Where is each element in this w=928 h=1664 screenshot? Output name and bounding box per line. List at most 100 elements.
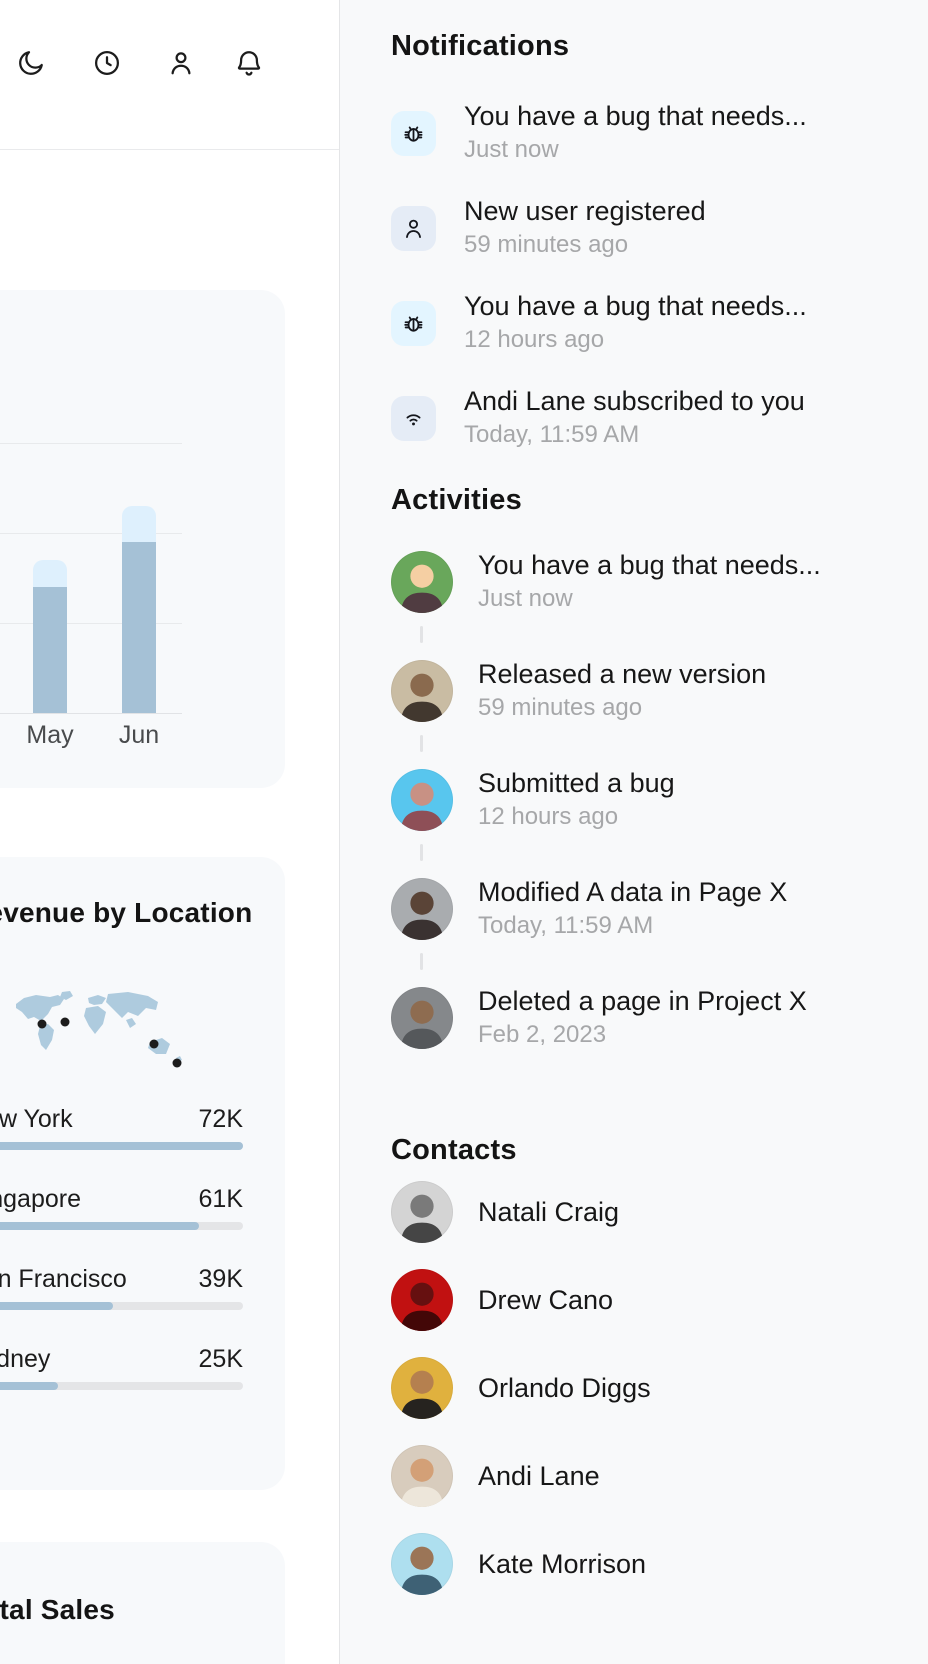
top-header [0, 0, 339, 150]
contact-name: Drew Cano [478, 1284, 614, 1315]
contact-name: Orlando Diggs [478, 1372, 651, 1403]
history-button[interactable] [92, 48, 122, 78]
avatar [391, 551, 453, 613]
gridline [0, 623, 182, 624]
contact-name: Natali Craig [478, 1196, 620, 1227]
location-name: Singapore [0, 1185, 81, 1213]
contacts-heading: Contacts [391, 1134, 517, 1166]
total-sales-card: Total Sales [0, 1542, 285, 1664]
notification-time: 12 hours ago [464, 326, 605, 353]
location-name: Sydney [0, 1345, 51, 1373]
bell-icon [237, 51, 261, 76]
activity-time: Today, 11:59 AM [478, 912, 654, 939]
activity-title: You have a bug that needs... [478, 550, 821, 580]
activity-time: Feb 2, 2023 [478, 1021, 607, 1048]
activity-time: Just now [478, 585, 573, 612]
notification-title: Andi Lane subscribed to you [464, 386, 805, 416]
notification-item[interactable]: Andi Lane subscribed to you Today, 11:59… [391, 385, 904, 451]
notification-time: 59 minutes ago [464, 231, 629, 258]
avatar [391, 987, 453, 1049]
revenue-by-location-card: Revenue by Location [0, 857, 285, 1490]
location-name: San Francisco [0, 1265, 127, 1293]
x-tick-jun: Jun [118, 721, 160, 749]
activity-title: Submitted a bug [478, 768, 675, 798]
theme-toggle-button[interactable] [16, 48, 46, 78]
bar-actual [122, 542, 156, 713]
x-axis-line [0, 713, 182, 714]
notifications-button[interactable] [234, 48, 264, 78]
x-tick-may: May [26, 721, 74, 749]
activity-item[interactable]: You have a bug that needs... Just now [391, 549, 904, 643]
contact-item[interactable]: Natali Craig [391, 1181, 904, 1243]
location-bar [0, 1142, 243, 1150]
activity-title: Deleted a page in Project X [478, 986, 807, 1016]
activity-item[interactable]: Modified A data in Page X Today, 11:59 A… [391, 876, 904, 970]
bar-may [33, 560, 67, 713]
notification-title: You have a bug that needs... [464, 291, 807, 321]
activities-heading: Activities [391, 484, 522, 516]
main-content: May Jun Revenue by Location [0, 0, 339, 1664]
bar-actual [33, 587, 67, 713]
location-bar [0, 1302, 243, 1310]
notification-title: New user registered [464, 196, 706, 226]
activity-title: Modified A data in Page X [478, 877, 788, 907]
map-dot-singapore [149, 1039, 159, 1049]
notification-time: Just now [464, 136, 559, 163]
location-bar [0, 1222, 243, 1230]
location-value: 72K [198, 1105, 243, 1133]
world-map [16, 991, 182, 1068]
bug-icon [391, 110, 436, 156]
notification-title: You have a bug that needs... [464, 101, 807, 131]
user-icon [171, 52, 191, 75]
location-value: 39K [198, 1265, 243, 1293]
user-icon [391, 205, 436, 251]
avatar [391, 1445, 453, 1507]
bug-icon [391, 300, 436, 346]
location-value: 25K [198, 1345, 243, 1373]
location-bar [0, 1382, 243, 1390]
profile-button[interactable] [166, 48, 196, 78]
contact-item[interactable]: Orlando Diggs [391, 1357, 904, 1419]
location-name: New York [0, 1105, 73, 1133]
avatar [391, 878, 453, 940]
activity-title: Released a new version [478, 659, 767, 689]
card-title: Revenue by Location [0, 897, 253, 928]
activity-item[interactable]: Submitted a bug 12 hours ago [391, 767, 904, 861]
gridline [0, 533, 182, 534]
contact-item[interactable]: Drew Cano [391, 1269, 904, 1331]
notification-item[interactable]: You have a bug that needs... Just now [391, 100, 904, 166]
notification-item[interactable]: You have a bug that needs... 12 hours ag… [391, 290, 904, 356]
location-value: 61K [198, 1185, 243, 1213]
contact-name: Kate Morrison [478, 1548, 647, 1579]
avatar [391, 1269, 453, 1331]
broadcast-icon [391, 395, 436, 441]
contact-name: Andi Lane [478, 1460, 600, 1491]
card-title: Total Sales [0, 1594, 115, 1625]
bar-jun [122, 506, 156, 713]
notifications-heading: Notifications [391, 30, 570, 62]
activity-item[interactable]: Released a new version 59 minutes ago [391, 658, 904, 752]
right-panel: Notifications You have a bug that needs.… [339, 0, 928, 1664]
gridline [0, 443, 182, 444]
map-dot-new-york [60, 1017, 70, 1027]
activity-time: 59 minutes ago [478, 694, 643, 721]
avatar [391, 769, 453, 831]
map-dot-san-francisco [37, 1019, 47, 1029]
contact-item[interactable]: Kate Morrison [391, 1533, 904, 1595]
notification-item[interactable]: New user registered 59 minutes ago [391, 195, 904, 261]
activity-item[interactable]: Deleted a page in Project X Feb 2, 2023 [391, 985, 904, 1051]
contact-item[interactable]: Andi Lane [391, 1445, 904, 1507]
activity-time: 12 hours ago [478, 803, 619, 830]
bar-projection-cap [122, 506, 156, 542]
clock-icon [95, 51, 119, 75]
avatar [391, 660, 453, 722]
map-dot-sydney [172, 1058, 182, 1068]
avatar [391, 1181, 453, 1243]
avatar [391, 1357, 453, 1419]
notification-time: Today, 11:59 AM [464, 421, 640, 448]
moon-icon [19, 51, 43, 75]
bar-projection-cap [33, 560, 67, 587]
projections-chart-card: May Jun [0, 290, 285, 788]
avatar [391, 1533, 453, 1595]
